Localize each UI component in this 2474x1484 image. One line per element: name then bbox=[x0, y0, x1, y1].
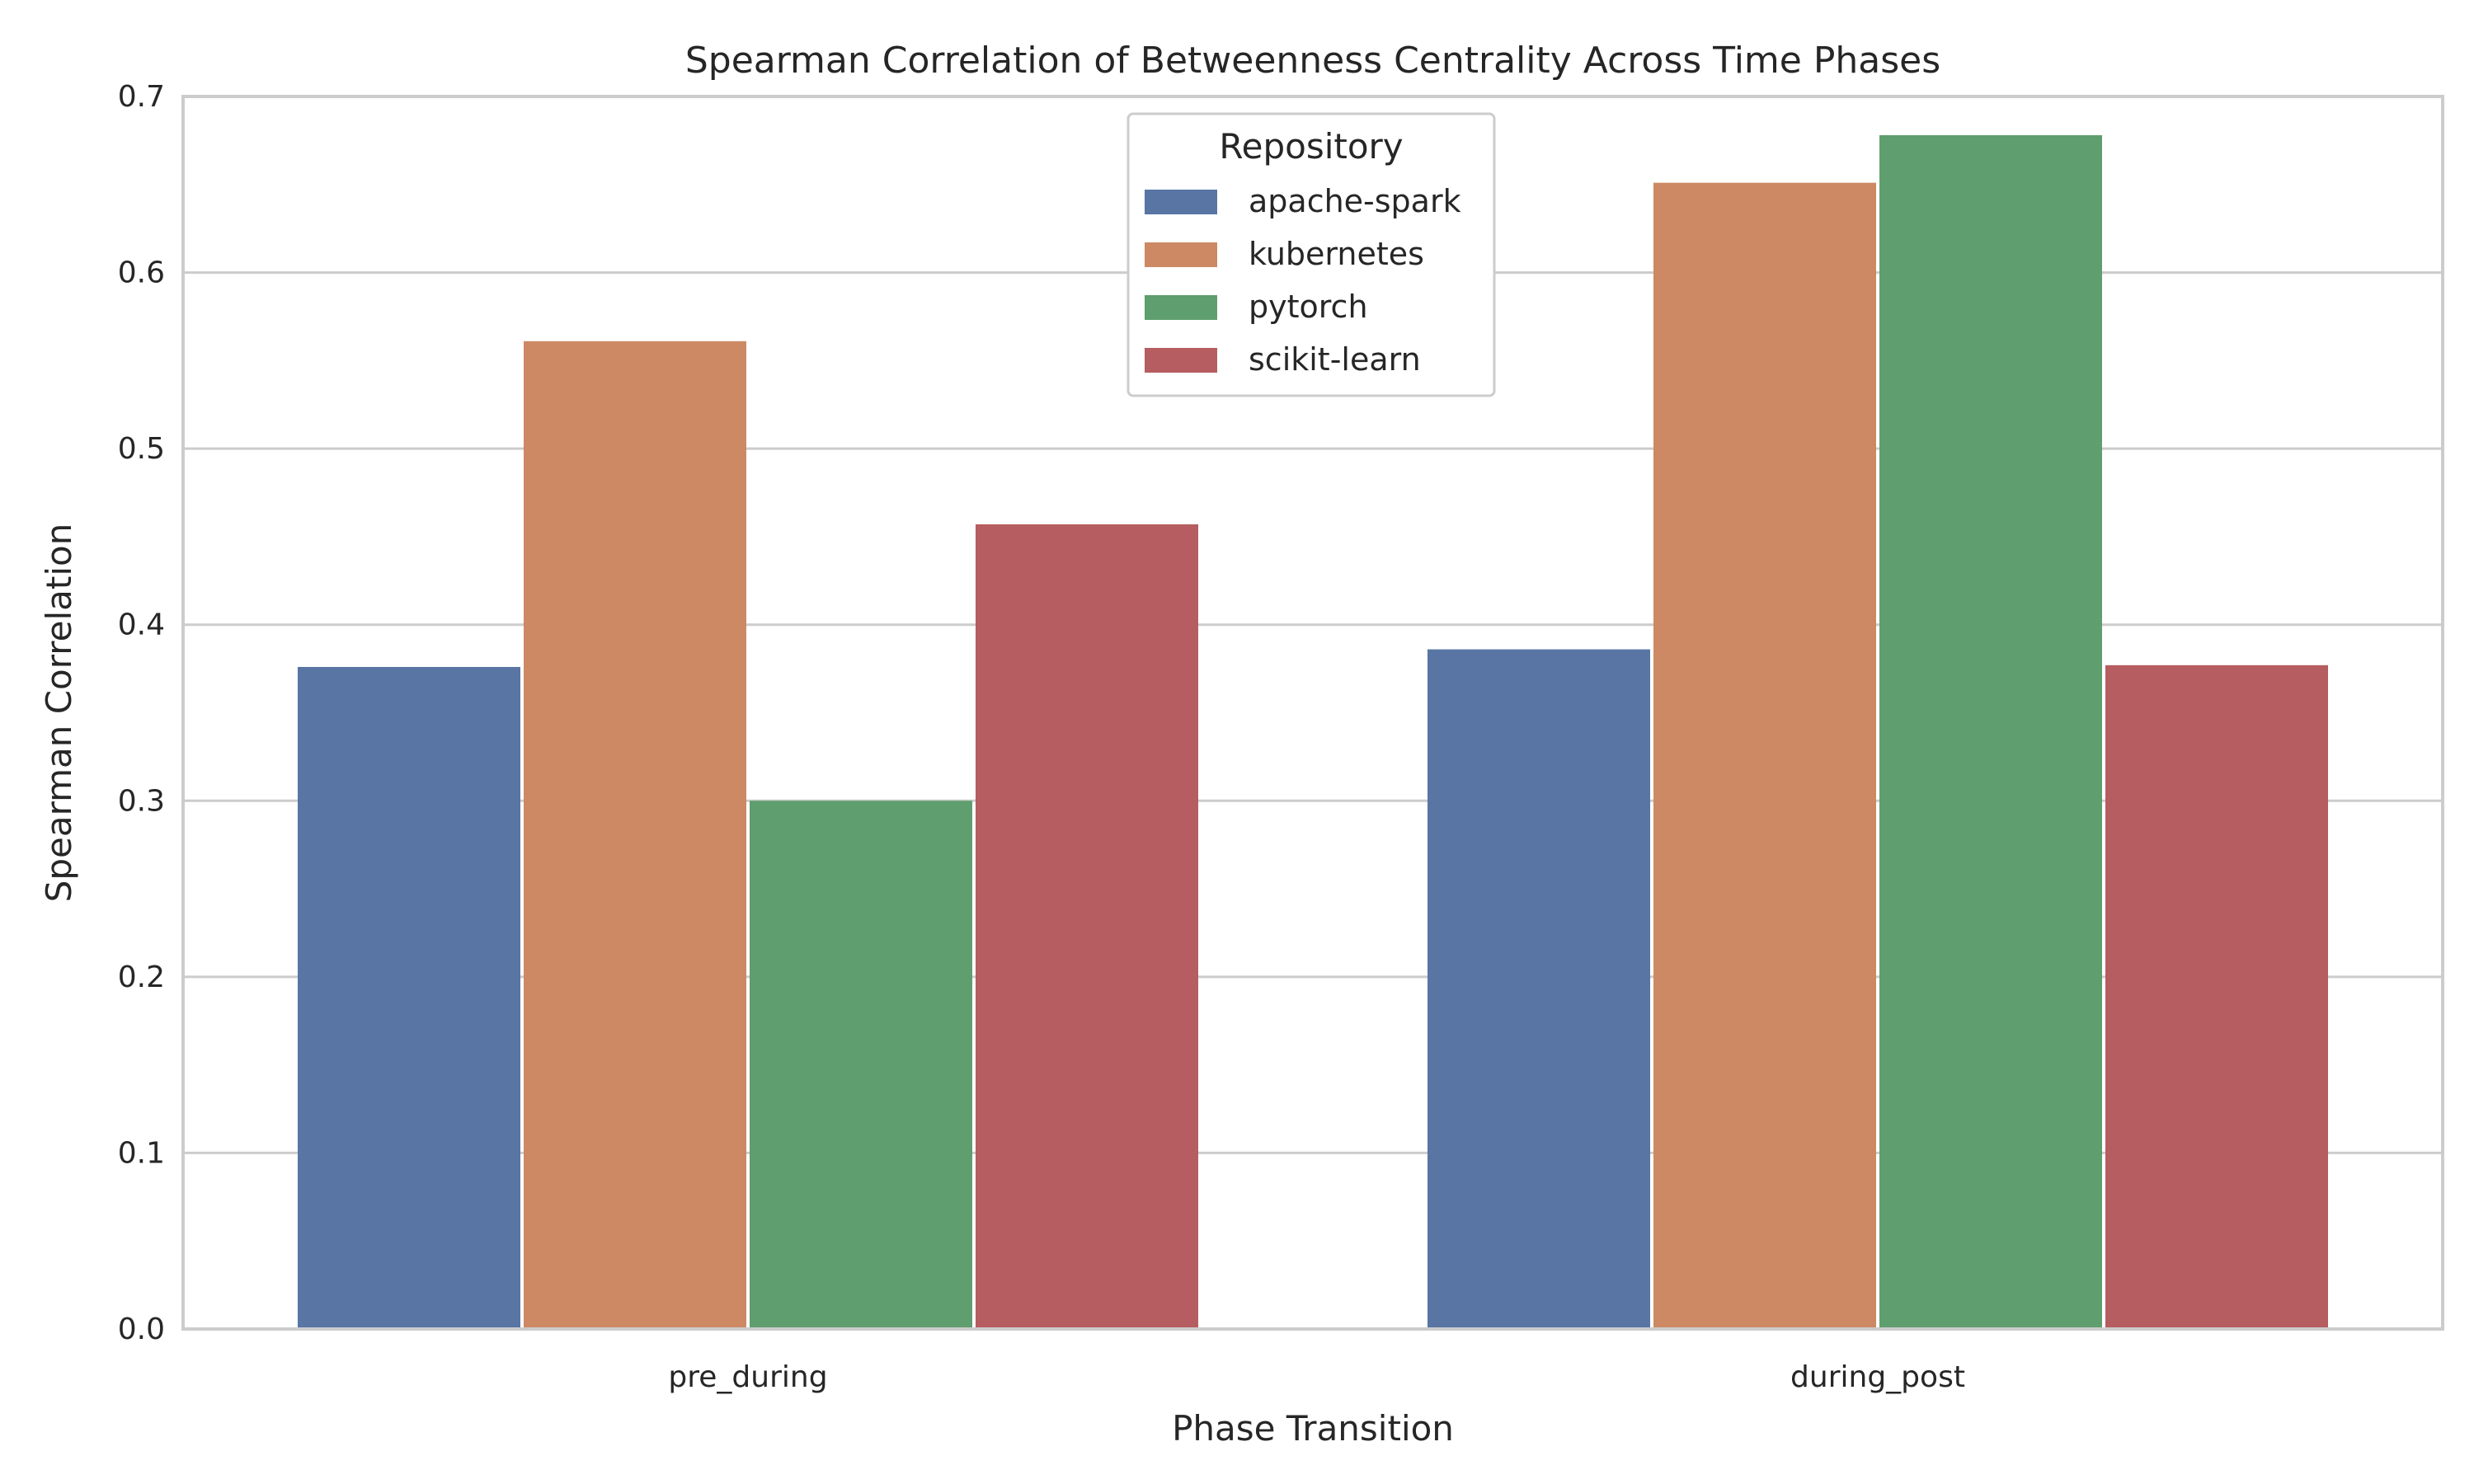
legend-swatch-scikit-learn bbox=[1145, 348, 1217, 373]
bar-scikit-learn-pre_during bbox=[976, 524, 1198, 1329]
legend-items: apache-spark kubernetes pytorch scikit-lear… bbox=[1145, 183, 1461, 378]
legend-swatch-apache-spark bbox=[1145, 190, 1217, 214]
y-axis-title: Spearman Correlation bbox=[39, 524, 79, 903]
y-tick-label: 0.7 bbox=[118, 80, 165, 114]
bar-pytorch-pre_during bbox=[750, 801, 972, 1329]
bar-apache-spark-during_post bbox=[1427, 649, 1650, 1329]
legend-label-kubernetes: kubernetes bbox=[1249, 236, 1424, 272]
bar-apache-spark-pre_during bbox=[298, 666, 520, 1329]
legend-swatch-pytorch bbox=[1145, 295, 1217, 320]
bars bbox=[298, 134, 2328, 1330]
legend-box bbox=[1126, 112, 1496, 397]
plot-frame bbox=[181, 95, 2444, 1331]
y-tick-label: 0.0 bbox=[118, 1313, 165, 1346]
y-tick-label: 0.2 bbox=[118, 960, 165, 994]
x-tick-labels: pre_during during_post bbox=[668, 1360, 1965, 1394]
bar-scikit-learn-during_post bbox=[2105, 665, 2328, 1329]
x-tick-label: pre_during bbox=[668, 1360, 827, 1394]
legend-swatch-kubernetes bbox=[1145, 242, 1217, 267]
bar-kubernetes-during_post bbox=[1653, 182, 1876, 1329]
y-tick-label: 0.3 bbox=[118, 784, 165, 818]
bar-kubernetes-pre_during bbox=[524, 340, 746, 1330]
chart-title: Spearman Correlation of Betweenness Cent… bbox=[685, 40, 1940, 82]
bar-pytorch-during_post bbox=[1879, 134, 2102, 1329]
x-axis-title: Phase Transition bbox=[1172, 1408, 1454, 1449]
legend-label-apache-spark: apache-spark bbox=[1249, 183, 1461, 219]
legend-label-pytorch: pytorch bbox=[1249, 289, 1368, 325]
y-tick-label: 0.5 bbox=[118, 432, 165, 466]
legend: Repository apache-spark kubernetes pytorch… bbox=[1126, 112, 1496, 397]
legend-title: Repository bbox=[1219, 126, 1403, 167]
y-tick-label: 0.1 bbox=[118, 1136, 165, 1170]
y-tick-labels: 0.0 0.1 0.2 0.3 0.4 0.5 0.6 0.7 bbox=[118, 80, 165, 1346]
x-tick-label: during_post bbox=[1790, 1360, 1965, 1394]
y-tick-label: 0.6 bbox=[118, 256, 165, 290]
legend-label-scikit-learn: scikit-learn bbox=[1249, 341, 1421, 378]
y-tick-label: 0.4 bbox=[118, 608, 165, 642]
